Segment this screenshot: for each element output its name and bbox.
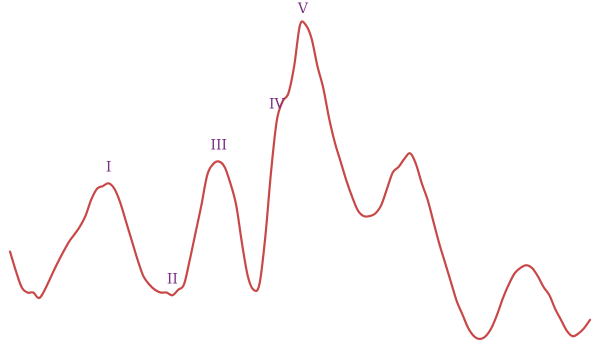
series-layer: [8, 20, 592, 341]
peak-label: I: [106, 159, 112, 175]
peak-label: II: [167, 271, 178, 287]
peak-label: V: [297, 1, 309, 17]
waveform-line: [8, 20, 592, 341]
peak-label: IV: [269, 97, 286, 113]
peak-label: III: [211, 138, 228, 154]
